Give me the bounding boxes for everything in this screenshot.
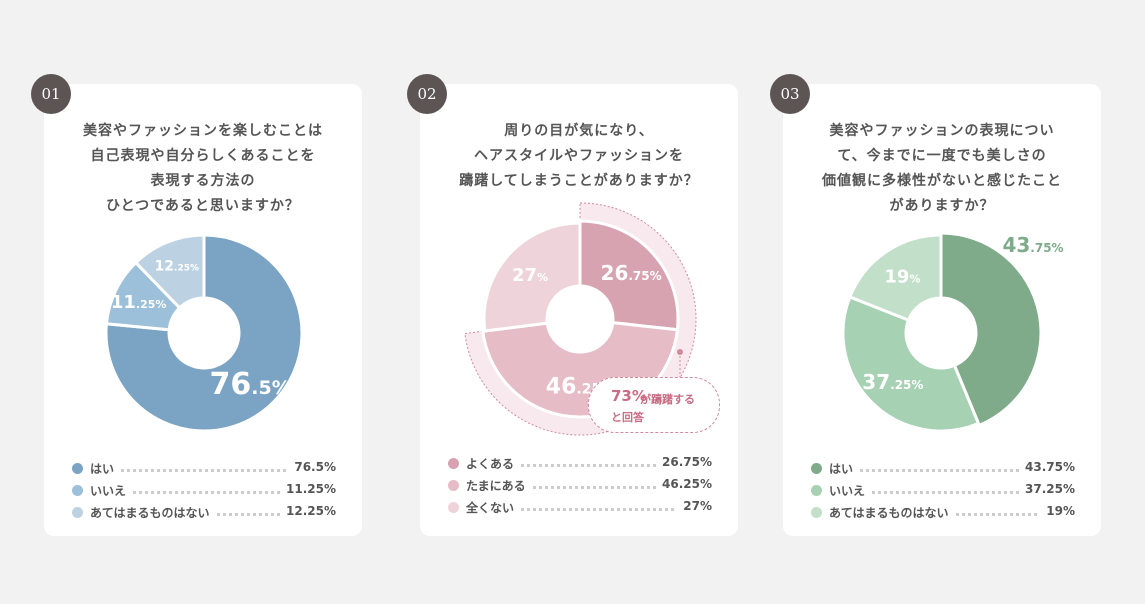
slice-label: 11.25% bbox=[111, 292, 167, 313]
question-line: ヘアスタイルやファッションを bbox=[474, 148, 684, 164]
legend-1: はい 76.5% いいえ 11.25% あてはまるものはない 12.25% bbox=[72, 458, 336, 524]
legend-item: はい 43.75% bbox=[811, 458, 1075, 480]
legend-swatch bbox=[448, 502, 459, 513]
legend-value: 26.75% bbox=[656, 455, 712, 469]
legend-label: はい bbox=[829, 460, 860, 477]
chart-card-1: 美容やファッションを楽しむことは 自己表現や自分らしくあることを 表現する方法の… bbox=[44, 84, 362, 536]
slice-label: 26.75% bbox=[601, 261, 662, 285]
question-line: 美容やファッションを楽しむことは bbox=[83, 123, 323, 139]
question-line: 表現する方法の bbox=[150, 173, 256, 189]
question-line: 躊躇してしまうことがありますか？ bbox=[459, 173, 699, 189]
legend-label: いいえ bbox=[90, 482, 133, 499]
question-line: 周りの目が気になり、 bbox=[504, 123, 654, 139]
legend-value: 12.25% bbox=[280, 504, 336, 518]
legend-label: いいえ bbox=[829, 482, 872, 499]
question-number-badge: 01 bbox=[31, 74, 71, 114]
slice-label: 19% bbox=[884, 267, 920, 288]
legend-item: はい 76.5% bbox=[72, 458, 336, 480]
legend-swatch bbox=[811, 507, 822, 518]
callout-dot bbox=[677, 349, 683, 355]
legend-swatch bbox=[72, 485, 83, 496]
question-1: 美容やファッションを楽しむことは 自己表現や自分らしくあることを 表現する方法の… bbox=[44, 119, 362, 219]
legend-item: あてはまるものはない 19% bbox=[811, 502, 1075, 524]
question-line: ひとつであると思いますか？ bbox=[106, 198, 300, 214]
legend-item: いいえ 37.25% bbox=[811, 480, 1075, 502]
legend-3: はい 43.75% いいえ 37.25% あてはまるものはない 19% bbox=[811, 458, 1075, 524]
donut-hole bbox=[169, 298, 239, 368]
legend-label: よくある bbox=[466, 455, 521, 472]
question-line: がありますか？ bbox=[889, 198, 995, 214]
slice-label: 76.5% bbox=[210, 367, 291, 402]
slice-label: 43.75% bbox=[1002, 233, 1063, 257]
callout-text: と回答 bbox=[611, 411, 644, 424]
legend-swatch bbox=[811, 485, 822, 496]
legend-item: いいえ 11.25% bbox=[72, 480, 336, 502]
question-number-badge: 02 bbox=[407, 74, 447, 114]
question-3: 美容やファッションの表現につい て、今までに一度でも美しさの 価値観に多様性がな… bbox=[783, 119, 1101, 219]
donut-hole bbox=[547, 286, 613, 352]
legend-label: たまにある bbox=[466, 477, 532, 494]
question-line: 価値観に多様性がないと感じたこと bbox=[822, 173, 1062, 189]
question-line: て、今までに一度でも美しさの bbox=[837, 148, 1047, 164]
legend-label: あてはまるものはない bbox=[90, 504, 216, 521]
legend-2: よくある 26.75% たまにある 46.25% 全くない 27% bbox=[448, 453, 712, 519]
callout-percent: 73% bbox=[611, 387, 647, 405]
legend-value: 11.25% bbox=[280, 482, 336, 496]
legend-value: 43.75% bbox=[1019, 460, 1075, 474]
slice-label: 12.25% bbox=[155, 259, 199, 275]
slice-label: 27% bbox=[512, 265, 548, 286]
callout-bubble: 73% が躊躇する と回答 bbox=[588, 377, 720, 433]
donut-hole bbox=[906, 298, 976, 368]
legend-swatch bbox=[448, 480, 459, 491]
slice-label: 37.25% bbox=[862, 370, 923, 394]
legend-item: たまにある 46.25% bbox=[448, 475, 712, 497]
legend-value: 37.25% bbox=[1019, 482, 1075, 496]
question-line: 自己表現や自分らしくあることを bbox=[90, 148, 316, 164]
question-line: 美容やファッションの表現につい bbox=[829, 123, 1055, 139]
legend-swatch bbox=[811, 463, 822, 474]
legend-swatch bbox=[72, 463, 83, 474]
legend-label: はい bbox=[90, 460, 121, 477]
legend-label: 全くない bbox=[466, 499, 521, 516]
legend-value: 46.25% bbox=[656, 477, 712, 491]
legend-value: 27% bbox=[677, 499, 712, 513]
legend-label: あてはまるものはない bbox=[829, 504, 955, 521]
callout-text: が躊躇する bbox=[640, 393, 695, 406]
question-2: 周りの目が気になり、 ヘアスタイルやファッションを 躊躇してしまうことがあります… bbox=[420, 119, 738, 194]
legend-swatch bbox=[72, 507, 83, 518]
legend-item: 全くない 27% bbox=[448, 497, 712, 519]
legend-item: あてはまるものはない 12.25% bbox=[72, 502, 336, 524]
legend-value: 76.5% bbox=[288, 460, 336, 474]
legend-item: よくある 26.75% bbox=[448, 453, 712, 475]
legend-swatch bbox=[448, 458, 459, 469]
legend-value: 19% bbox=[1040, 504, 1075, 518]
question-number-badge: 03 bbox=[770, 74, 810, 114]
